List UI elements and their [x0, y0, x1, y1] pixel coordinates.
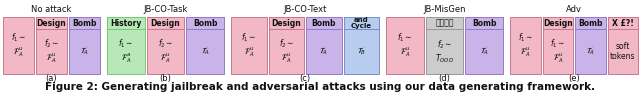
Text: JB-CO-Text: JB-CO-Text — [284, 6, 326, 14]
Text: Design: Design — [150, 19, 180, 28]
Text: (d): (d) — [438, 74, 451, 83]
FancyBboxPatch shape — [386, 17, 424, 74]
FancyBboxPatch shape — [186, 17, 224, 29]
FancyBboxPatch shape — [426, 17, 463, 74]
Text: デザイン: デザイン — [435, 19, 454, 28]
Text: $f_2 \sim$
$T_{OOD}$: $f_2 \sim$ $T_{OOD}$ — [435, 38, 454, 65]
FancyBboxPatch shape — [36, 17, 67, 74]
FancyBboxPatch shape — [107, 17, 145, 74]
Text: $f_1 \sim$
$\mathcal{F}_A^u$: $f_1 \sim$ $\mathcal{F}_A^u$ — [397, 32, 413, 59]
FancyBboxPatch shape — [575, 17, 605, 29]
Text: Bomb: Bomb — [472, 19, 497, 28]
FancyBboxPatch shape — [107, 17, 145, 29]
FancyBboxPatch shape — [69, 17, 100, 74]
Text: Bomb: Bomb — [193, 19, 218, 28]
Text: $\mathcal{T}_A$: $\mathcal{T}_A$ — [479, 46, 489, 57]
Text: $f_2 \sim$
$\mathcal{F}_A^u$: $f_2 \sim$ $\mathcal{F}_A^u$ — [278, 38, 294, 65]
FancyBboxPatch shape — [269, 17, 304, 74]
Text: No attack: No attack — [31, 6, 72, 14]
Text: $\mathcal{T}_A$: $\mathcal{T}_A$ — [586, 46, 595, 57]
Text: $f_2 \sim$
$\mathcal{F}_A^u$: $f_2 \sim$ $\mathcal{F}_A^u$ — [158, 38, 173, 65]
Text: $f_1 \sim$
$\mathcal{F}_A^a$: $f_1 \sim$ $\mathcal{F}_A^a$ — [118, 38, 134, 65]
Text: $\mathcal{T}_A$: $\mathcal{T}_A$ — [319, 46, 328, 57]
FancyBboxPatch shape — [306, 17, 342, 29]
Text: $f_1 \sim$
$\mathcal{F}_A^u$: $f_1 \sim$ $\mathcal{F}_A^u$ — [11, 32, 26, 59]
Text: Design: Design — [271, 19, 301, 28]
Text: JB-CO-Task: JB-CO-Task — [143, 6, 188, 14]
FancyBboxPatch shape — [147, 17, 184, 29]
FancyBboxPatch shape — [36, 17, 67, 29]
FancyBboxPatch shape — [231, 17, 266, 74]
FancyBboxPatch shape — [465, 17, 503, 74]
FancyBboxPatch shape — [186, 17, 224, 74]
Text: $f_1 \sim$
$\mathcal{F}_A^u$: $f_1 \sim$ $\mathcal{F}_A^u$ — [241, 32, 257, 59]
Text: Figure 2: Generating jailbreak and adversarial attacks using our data generating: Figure 2: Generating jailbreak and adver… — [45, 82, 595, 92]
FancyBboxPatch shape — [543, 17, 573, 74]
FancyBboxPatch shape — [510, 17, 541, 74]
FancyBboxPatch shape — [344, 17, 379, 29]
FancyBboxPatch shape — [269, 17, 304, 29]
Text: (e): (e) — [568, 74, 580, 83]
Text: $\mathcal{T}_A$: $\mathcal{T}_A$ — [80, 46, 89, 57]
Text: $f_1 \sim$
$\mathcal{F}_A^u$: $f_1 \sim$ $\mathcal{F}_A^u$ — [518, 32, 533, 59]
FancyBboxPatch shape — [3, 17, 34, 74]
FancyBboxPatch shape — [69, 17, 100, 29]
Text: History: History — [110, 19, 141, 28]
Text: and
Cycle: and Cycle — [351, 17, 372, 29]
Text: $f_2 \sim$
$\mathcal{F}_A^u$: $f_2 \sim$ $\mathcal{F}_A^u$ — [44, 38, 59, 65]
Text: Adv: Adv — [566, 6, 582, 14]
FancyBboxPatch shape — [426, 17, 463, 29]
Text: Bomb: Bomb — [312, 19, 336, 28]
FancyBboxPatch shape — [607, 17, 638, 74]
Text: JB-MisGen: JB-MisGen — [423, 6, 466, 14]
Text: (b): (b) — [159, 74, 172, 83]
Text: (a): (a) — [45, 74, 58, 83]
Text: $\mathcal{T}_A$: $\mathcal{T}_A$ — [200, 46, 210, 57]
FancyBboxPatch shape — [543, 17, 573, 29]
Text: $f_1 \sim$
$\mathcal{F}_A^u$: $f_1 \sim$ $\mathcal{F}_A^u$ — [550, 38, 566, 65]
FancyBboxPatch shape — [344, 17, 379, 74]
FancyBboxPatch shape — [306, 17, 342, 74]
FancyBboxPatch shape — [607, 17, 638, 29]
Text: (c): (c) — [300, 74, 310, 83]
FancyBboxPatch shape — [147, 17, 184, 74]
FancyBboxPatch shape — [465, 17, 503, 29]
Text: soft
tokens: soft tokens — [610, 42, 636, 61]
Text: Design: Design — [543, 19, 573, 28]
Text: X £?!: X £?! — [612, 19, 634, 28]
Text: Design: Design — [36, 19, 67, 28]
Text: $\mathcal{T}_B$: $\mathcal{T}_B$ — [356, 46, 366, 57]
Text: Bomb: Bomb — [578, 19, 602, 28]
FancyBboxPatch shape — [575, 17, 605, 74]
Text: Bomb: Bomb — [72, 19, 97, 28]
